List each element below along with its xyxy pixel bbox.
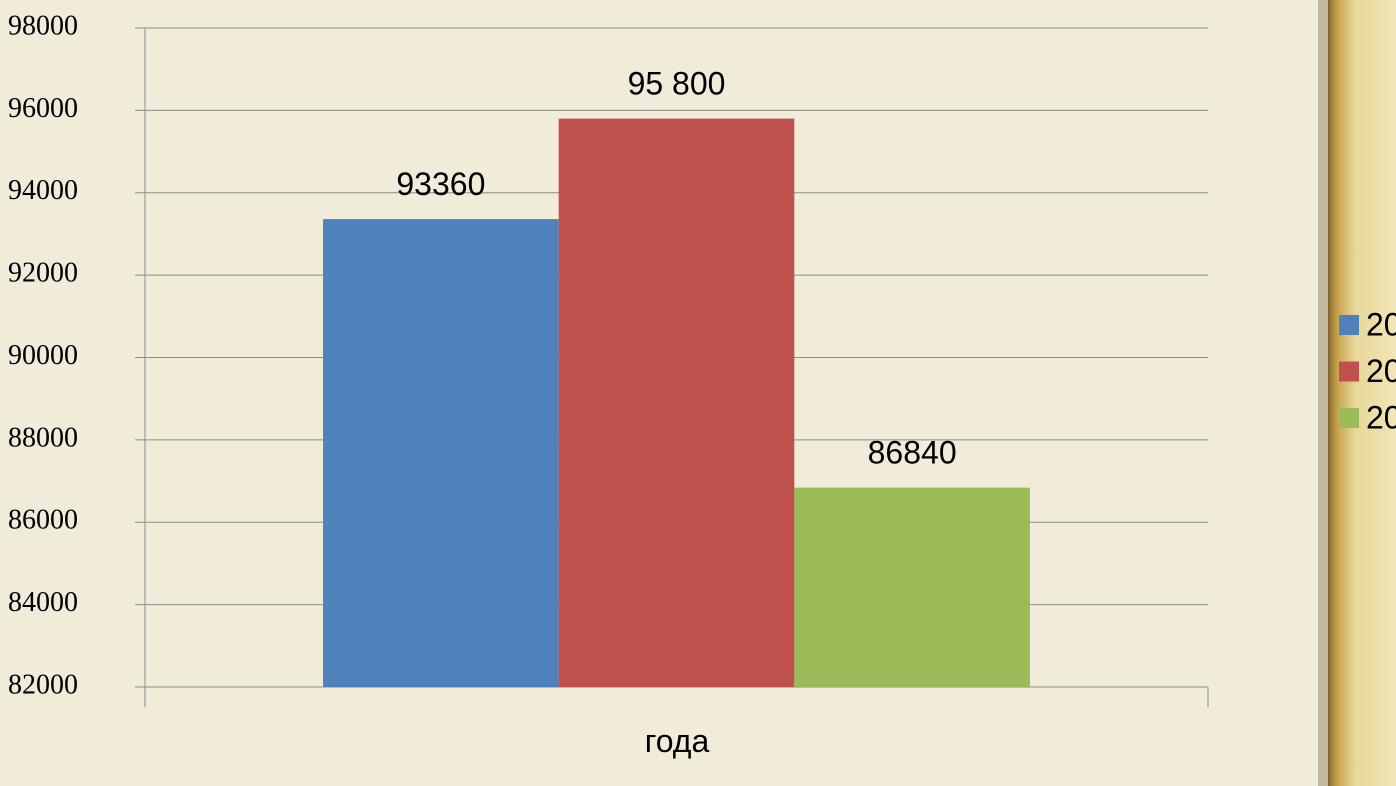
y-tick-label: 88000	[8, 422, 78, 453]
y-tick-label: 84000	[8, 587, 78, 618]
legend-swatch	[1339, 408, 1359, 428]
y-tick-label: 86000	[8, 505, 78, 536]
x-axis-label: года	[645, 723, 710, 759]
bar	[558, 118, 795, 688]
y-tick-label: 98000	[8, 10, 78, 41]
decorative-strip	[1328, 0, 1396, 786]
y-tick-label: 96000	[8, 93, 78, 124]
data-label: 86840	[868, 435, 957, 471]
plot-area: 82000 84000 86000 88000 90000 92000 94000 96000…	[8, 10, 1209, 707]
y-tick-label: 92000	[8, 258, 78, 289]
data-label: 95 800	[628, 66, 726, 102]
legend-swatch	[1339, 361, 1359, 382]
bar	[794, 487, 1030, 687]
y-tick-label: 90000	[8, 340, 78, 371]
legend-label: 2014	[1366, 306, 1396, 342]
legend-label: 2016	[1366, 399, 1396, 435]
legend-label: 2015	[1366, 353, 1396, 389]
y-tick-label: 82000	[8, 669, 78, 700]
legend-swatch	[1339, 315, 1359, 335]
strip-shadow	[1318, 0, 1330, 786]
y-tick-label: 94000	[8, 175, 78, 206]
bar	[323, 219, 559, 688]
data-label: 93360	[396, 166, 485, 202]
